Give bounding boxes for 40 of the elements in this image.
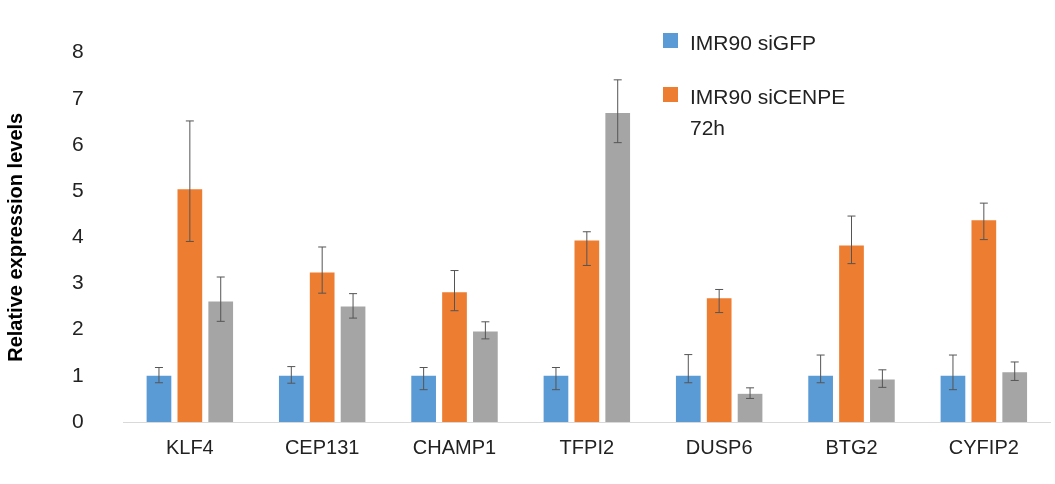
bar	[146, 375, 172, 422]
y-tick-label: 5	[71, 177, 84, 201]
y-tick-label: 8	[71, 39, 84, 63]
x-tick-label: CHAMP1	[412, 435, 497, 458]
bar	[574, 240, 600, 422]
bar	[473, 331, 498, 422]
x-tick-label: CYFIP2	[948, 435, 1019, 458]
bar	[839, 245, 864, 422]
y-tick-label: 6	[71, 131, 84, 155]
y-tick-label: 2	[71, 316, 84, 340]
y-tick-label: 3	[71, 270, 84, 294]
bar	[675, 375, 701, 422]
bar	[1002, 372, 1028, 422]
x-tick-label: CEP131	[284, 435, 360, 458]
bar	[177, 189, 203, 422]
bar	[442, 292, 467, 422]
bar	[737, 393, 763, 422]
x-tick-label: KLF4	[165, 435, 214, 458]
bar	[543, 375, 569, 422]
legend-label: IMR90 siGFP	[690, 30, 818, 56]
bar	[706, 298, 732, 422]
bar	[340, 306, 366, 422]
y-tick-label: 0	[71, 408, 84, 432]
x-tick-label: TFPI2	[559, 435, 615, 458]
bar	[411, 375, 436, 422]
bar	[208, 301, 234, 422]
y-tick-label: 1	[71, 362, 84, 386]
bar	[309, 272, 335, 422]
y-tick-label: 7	[71, 85, 84, 109]
bar	[605, 113, 631, 422]
bar	[808, 375, 833, 422]
y-axis-title: Relative expression levels	[3, 112, 26, 362]
legend-label: IMR90 siCENPE 72h	[690, 84, 847, 141]
bar	[278, 375, 304, 422]
y-tick-label: 4	[71, 224, 84, 248]
bar	[870, 379, 895, 422]
bar	[971, 220, 997, 422]
bar	[940, 375, 966, 422]
x-tick-label: BTG2	[825, 435, 878, 458]
x-tick-label: DUSP6	[685, 435, 753, 458]
